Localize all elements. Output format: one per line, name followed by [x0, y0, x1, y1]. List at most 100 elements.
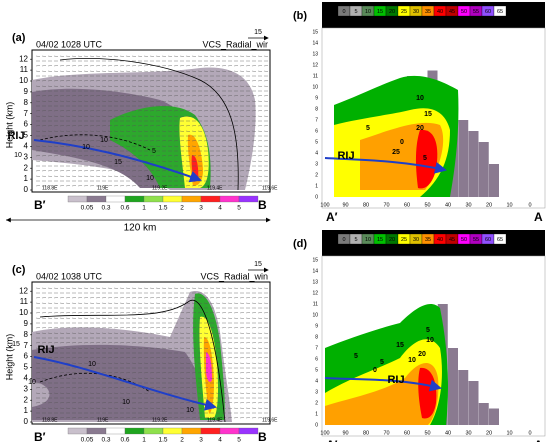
wind-vector	[125, 110, 131, 112]
wind-vector	[155, 387, 161, 389]
wind-vector	[155, 327, 161, 329]
wind-vector	[263, 125, 269, 127]
wind-vector	[227, 145, 233, 147]
wind-vector	[155, 85, 161, 87]
wind-vector	[41, 125, 47, 127]
wind-vector	[191, 140, 197, 142]
wind-vector	[215, 392, 221, 394]
wind-vector	[161, 160, 167, 162]
wind-vector	[191, 115, 197, 117]
wind-vector	[263, 327, 269, 329]
wind-vector	[89, 312, 95, 314]
wind-vector	[221, 302, 227, 304]
wind-vector	[197, 327, 203, 329]
wind-vector	[185, 287, 191, 289]
wind-vector	[95, 110, 101, 112]
wind-vector	[125, 407, 131, 409]
wind-vector	[107, 327, 113, 329]
wind-vector	[179, 95, 185, 97]
wind-vector	[59, 85, 65, 87]
wind-vector	[197, 372, 203, 374]
wind-vector	[47, 417, 53, 419]
y-tick-label: 5	[24, 131, 29, 140]
wind-vector	[257, 140, 263, 142]
model-panel: (c)04/02 1038 UTC VCS_Radial_win150123456…	[4, 261, 278, 442]
wind-vector	[89, 155, 95, 157]
wind-vector	[209, 70, 215, 72]
wind-vector	[167, 362, 173, 364]
wind-vector	[155, 377, 161, 379]
wind-vector	[191, 185, 197, 187]
wind-vector	[215, 100, 221, 102]
wind-vector	[143, 392, 149, 394]
colorbar-label: 20	[389, 237, 395, 243]
wind-vector	[107, 155, 113, 157]
wind-vector	[227, 377, 233, 379]
wind-vector	[221, 377, 227, 379]
wind-vector	[161, 170, 167, 172]
y-axis-label: Height (km)	[4, 102, 14, 149]
wind-vector	[185, 145, 191, 147]
wind-vector	[185, 402, 191, 404]
wind-vector	[35, 297, 41, 299]
wind-vector	[173, 402, 179, 404]
wind-vector	[83, 80, 89, 82]
wind-vector	[221, 70, 227, 72]
wind-vector	[71, 170, 77, 172]
colorbar-label: 15	[377, 237, 383, 243]
wind-vector	[257, 317, 263, 319]
contour-label: 10	[408, 357, 416, 364]
wind-vector	[125, 342, 131, 344]
wind-vector	[251, 357, 257, 359]
wind-vector	[239, 402, 245, 404]
wind-vector	[251, 95, 257, 97]
wind-vector	[197, 140, 203, 142]
wind-vector	[263, 65, 269, 67]
wind-vector	[107, 297, 113, 299]
colorbar-swatch	[67, 427, 88, 435]
colorbar-label: 30	[413, 237, 419, 243]
wind-vector	[173, 55, 179, 57]
wind-vector	[137, 327, 143, 329]
wind-vector	[221, 327, 227, 329]
colorbar-label: 65	[497, 237, 503, 243]
wind-vector	[125, 55, 131, 57]
wind-vector	[65, 115, 71, 117]
wind-vector	[89, 407, 95, 409]
wind-vector	[143, 145, 149, 147]
wind-vector	[65, 317, 71, 319]
wind-vector	[41, 302, 47, 304]
wind-vector	[35, 392, 41, 394]
wind-vector	[65, 417, 71, 419]
wind-vector	[257, 160, 263, 162]
wind-vector	[239, 55, 245, 57]
wind-vector	[185, 125, 191, 127]
wind-vector	[155, 170, 161, 172]
wind-vector	[185, 85, 191, 87]
y-tick-label: 2	[315, 172, 318, 178]
wind-vector	[119, 297, 125, 299]
wind-vector	[185, 65, 191, 67]
wind-vector	[191, 357, 197, 359]
wind-vector	[143, 287, 149, 289]
wind-vector	[41, 327, 47, 329]
wind-vector	[221, 342, 227, 344]
wind-vector	[167, 332, 173, 334]
wind-vector	[149, 70, 155, 72]
wind-vector	[173, 377, 179, 379]
wind-vector	[179, 170, 185, 172]
wind-vector	[53, 317, 59, 319]
wind-vector	[233, 65, 239, 67]
wind-vector	[197, 407, 203, 409]
wind-vector	[53, 85, 59, 87]
wind-vector	[101, 297, 107, 299]
wind-vector	[131, 170, 137, 172]
wind-vector	[179, 100, 185, 102]
contour	[59, 58, 239, 191]
wind-vector	[59, 302, 65, 304]
wind-vector	[221, 160, 227, 162]
wind-vector	[119, 287, 125, 289]
wind-vector	[209, 387, 215, 389]
wind-vector	[65, 287, 71, 289]
y-tick-label: 12	[312, 290, 318, 296]
